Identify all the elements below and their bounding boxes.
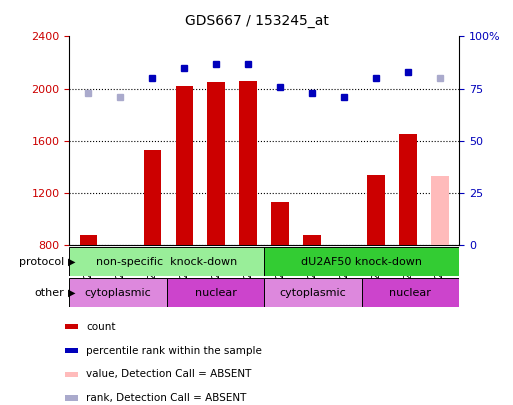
- Text: dU2AF50 knock-down: dU2AF50 knock-down: [301, 257, 422, 266]
- Bar: [112, 245, 129, 252]
- Bar: [167, 278, 264, 307]
- Text: cytoplasmic: cytoplasmic: [280, 288, 346, 298]
- Bar: [367, 175, 385, 245]
- Bar: [144, 150, 161, 245]
- Bar: [80, 234, 97, 245]
- Text: non-specific  knock-down: non-specific knock-down: [96, 257, 238, 266]
- Bar: [69, 278, 167, 307]
- Bar: [175, 86, 193, 245]
- Bar: [431, 176, 449, 245]
- Text: protocol: protocol: [19, 257, 64, 266]
- Text: ▶: ▶: [68, 288, 76, 298]
- Bar: [65, 371, 77, 377]
- Bar: [69, 247, 264, 276]
- Bar: [264, 278, 362, 307]
- Bar: [207, 82, 225, 245]
- Bar: [303, 234, 321, 245]
- Bar: [271, 202, 289, 245]
- Text: count: count: [86, 322, 116, 332]
- Bar: [264, 247, 459, 276]
- Text: percentile rank within the sample: percentile rank within the sample: [86, 345, 262, 356]
- Bar: [65, 347, 77, 354]
- Text: nuclear: nuclear: [194, 288, 236, 298]
- Bar: [336, 245, 353, 246]
- Text: ▶: ▶: [68, 257, 76, 266]
- Text: cytoplasmic: cytoplasmic: [85, 288, 151, 298]
- Text: nuclear: nuclear: [389, 288, 431, 298]
- Text: GDS667 / 153245_at: GDS667 / 153245_at: [185, 14, 328, 28]
- Bar: [65, 395, 77, 401]
- Text: rank, Detection Call = ABSENT: rank, Detection Call = ABSENT: [86, 393, 247, 403]
- Bar: [65, 324, 77, 330]
- Bar: [399, 134, 417, 245]
- Bar: [240, 81, 257, 245]
- Text: value, Detection Call = ABSENT: value, Detection Call = ABSENT: [86, 369, 251, 379]
- Text: other: other: [34, 288, 64, 298]
- Bar: [362, 278, 459, 307]
